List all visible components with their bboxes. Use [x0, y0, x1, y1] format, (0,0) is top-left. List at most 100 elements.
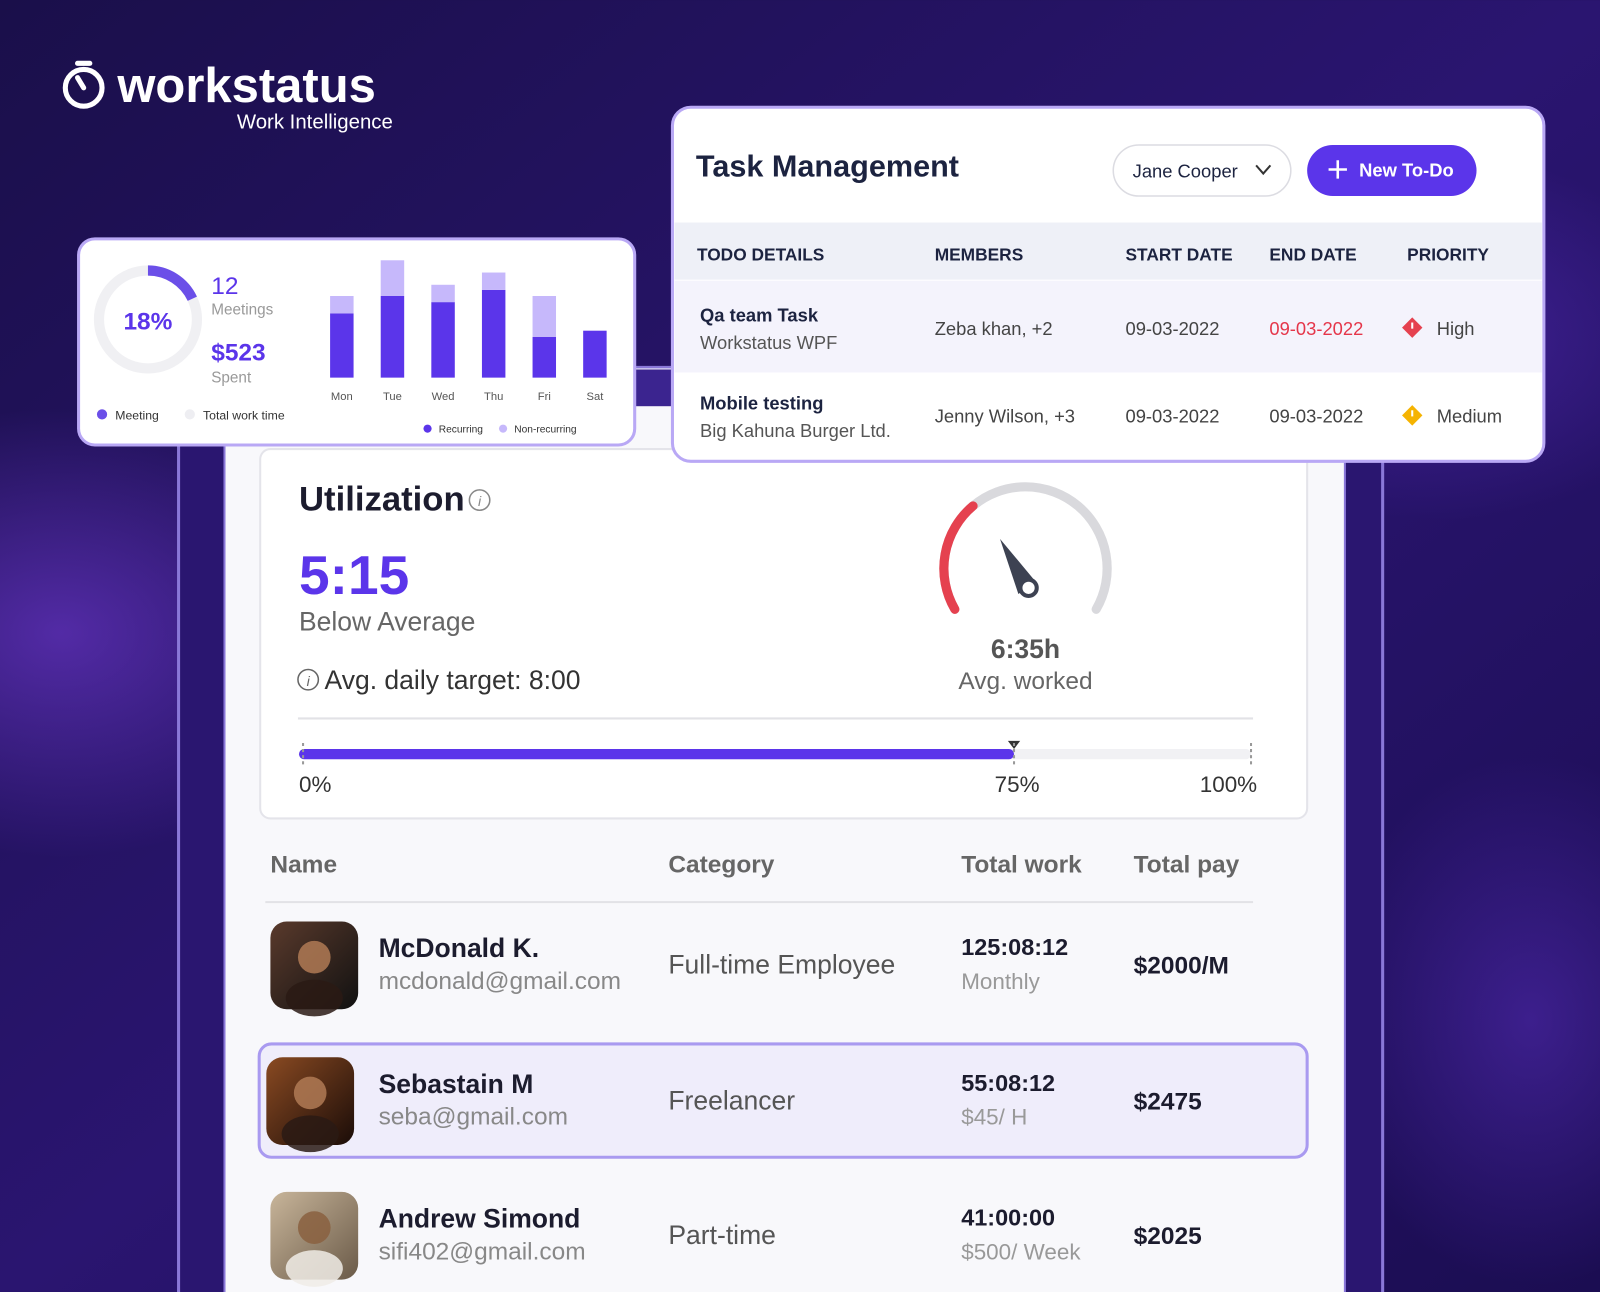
meetings-count: 12 — [211, 273, 238, 300]
todo-members: Jenny Wilson, +3 — [935, 406, 1075, 427]
total-pay: $2475 — [1134, 1088, 1202, 1115]
avatar-body — [281, 1115, 339, 1153]
column-header: TODO DETAILS — [697, 244, 824, 264]
todo-name: Mobile testing — [700, 392, 823, 413]
progress-fill — [298, 749, 1015, 760]
bar — [431, 284, 455, 303]
member-name: Sebastain M — [379, 1069, 534, 1099]
avatar-body — [285, 1250, 343, 1287]
avatar-face — [297, 940, 331, 974]
x-tick-label: Tue — [383, 391, 402, 403]
bar — [431, 302, 455, 378]
x-tick-label: Sat — [586, 391, 604, 403]
member-email: sifi402@gmail.com — [379, 1238, 586, 1265]
table-head — [674, 222, 1542, 280]
end-date: 09-03-2022 — [1269, 406, 1363, 427]
column-header: PRIORITY — [1407, 244, 1489, 264]
legend-label: Meeting — [115, 408, 159, 422]
member-category: Freelancer — [668, 1085, 795, 1115]
pay-rate: $45/ H — [961, 1105, 1027, 1130]
progress-tick-label: 75% — [995, 772, 1040, 797]
bar — [330, 296, 354, 314]
donut-label: 18% — [123, 309, 172, 336]
table-header: Total work — [961, 852, 1082, 879]
plus-icon — [1328, 160, 1347, 179]
priority-icon — [1411, 410, 1414, 417]
logo-name: workstatus — [116, 59, 376, 113]
legend-swatch — [423, 424, 432, 433]
spent-label: Spent — [211, 370, 252, 387]
logo-icon — [62, 66, 105, 109]
total-work: 55:08:12 — [961, 1070, 1055, 1096]
total-pay: $2025 — [1134, 1223, 1202, 1250]
todo-members: Zeba khan, +2 — [935, 318, 1053, 339]
daily-target: Avg. daily target: 8:00 — [324, 665, 580, 695]
utilization-status: Below Average — [299, 607, 475, 637]
bar — [583, 330, 607, 378]
logo-icon — [75, 75, 87, 91]
avatar-face — [293, 1076, 327, 1110]
todo-project: Workstatus WPF — [700, 332, 837, 353]
legend-label: Total work time — [203, 408, 285, 422]
chevron — [1255, 164, 1272, 176]
bar — [380, 296, 405, 378]
start-date: 09-03-2022 — [1126, 406, 1220, 427]
progress-tick-label: 100% — [1200, 772, 1257, 797]
column-header: MEMBERS — [935, 244, 1024, 264]
column-header: START DATE — [1126, 244, 1233, 264]
row-highlight — [674, 280, 1542, 373]
avatar-body — [285, 979, 343, 1017]
bar — [380, 260, 405, 296]
task-title: Task Management — [696, 150, 959, 184]
todo-name: Qa team Task — [700, 305, 819, 326]
new-todo-button[interactable] — [1307, 144, 1477, 196]
utilization-value: 5:15 — [299, 544, 409, 606]
table-header: Category — [668, 852, 774, 879]
background-glow — [1326, 755, 1600, 1286]
info-icon: i — [307, 674, 311, 690]
info-icon — [297, 668, 320, 691]
legend-label: Non-recurring — [514, 425, 577, 436]
bar — [330, 313, 354, 378]
avatar-face — [297, 1211, 331, 1244]
member-dropdown-label: Jane Cooper — [1133, 161, 1238, 182]
column-header: END DATE — [1269, 244, 1356, 264]
total-work: 41:00:00 — [961, 1205, 1055, 1231]
legend-swatch — [498, 424, 508, 433]
new-todo-label: New To-Do — [1359, 160, 1454, 181]
utilization-title: Utilization — [299, 480, 465, 518]
member-name: McDonald K. — [379, 933, 540, 963]
priority-label: Medium — [1437, 406, 1502, 427]
avg-worked: 6:35h — [991, 634, 1060, 664]
member-category: Full-time Employee — [668, 950, 895, 980]
total-work: 125:08:12 — [961, 934, 1068, 960]
x-tick-label: Wed — [432, 391, 455, 403]
member-email: seba@gmail.com — [379, 1104, 568, 1131]
priority-label: High — [1437, 318, 1475, 339]
table-header: Total pay — [1134, 852, 1240, 879]
gauge-low — [939, 501, 978, 614]
bar — [481, 289, 506, 378]
selected-row[interactable] — [257, 1042, 1309, 1159]
table-header: Name — [270, 852, 337, 879]
info-icon — [468, 489, 491, 512]
gauge-hub — [1018, 577, 1039, 599]
x-tick-label: Fri — [538, 391, 551, 403]
spent-value: $523 — [211, 339, 265, 366]
legend-swatch — [184, 409, 195, 420]
todo-project: Big Kahuna Burger Ltd. — [700, 420, 891, 441]
member-dropdown[interactable] — [1112, 144, 1292, 197]
pay-rate: Monthly — [961, 969, 1040, 994]
progress-tick-label: 0% — [299, 772, 331, 797]
bar — [532, 296, 557, 337]
x-tick-label: Thu — [484, 391, 503, 403]
pay-rate: $500/ Week — [961, 1239, 1081, 1264]
info-icon: i — [478, 494, 482, 510]
legend-label: Recurring — [439, 425, 483, 436]
donut-arc — [93, 265, 203, 374]
avg-worked-label: Avg. worked — [958, 668, 1092, 695]
connector — [634, 369, 676, 407]
member-name: Andrew Simond — [379, 1204, 581, 1234]
total-pay: $2000/M — [1134, 953, 1229, 980]
